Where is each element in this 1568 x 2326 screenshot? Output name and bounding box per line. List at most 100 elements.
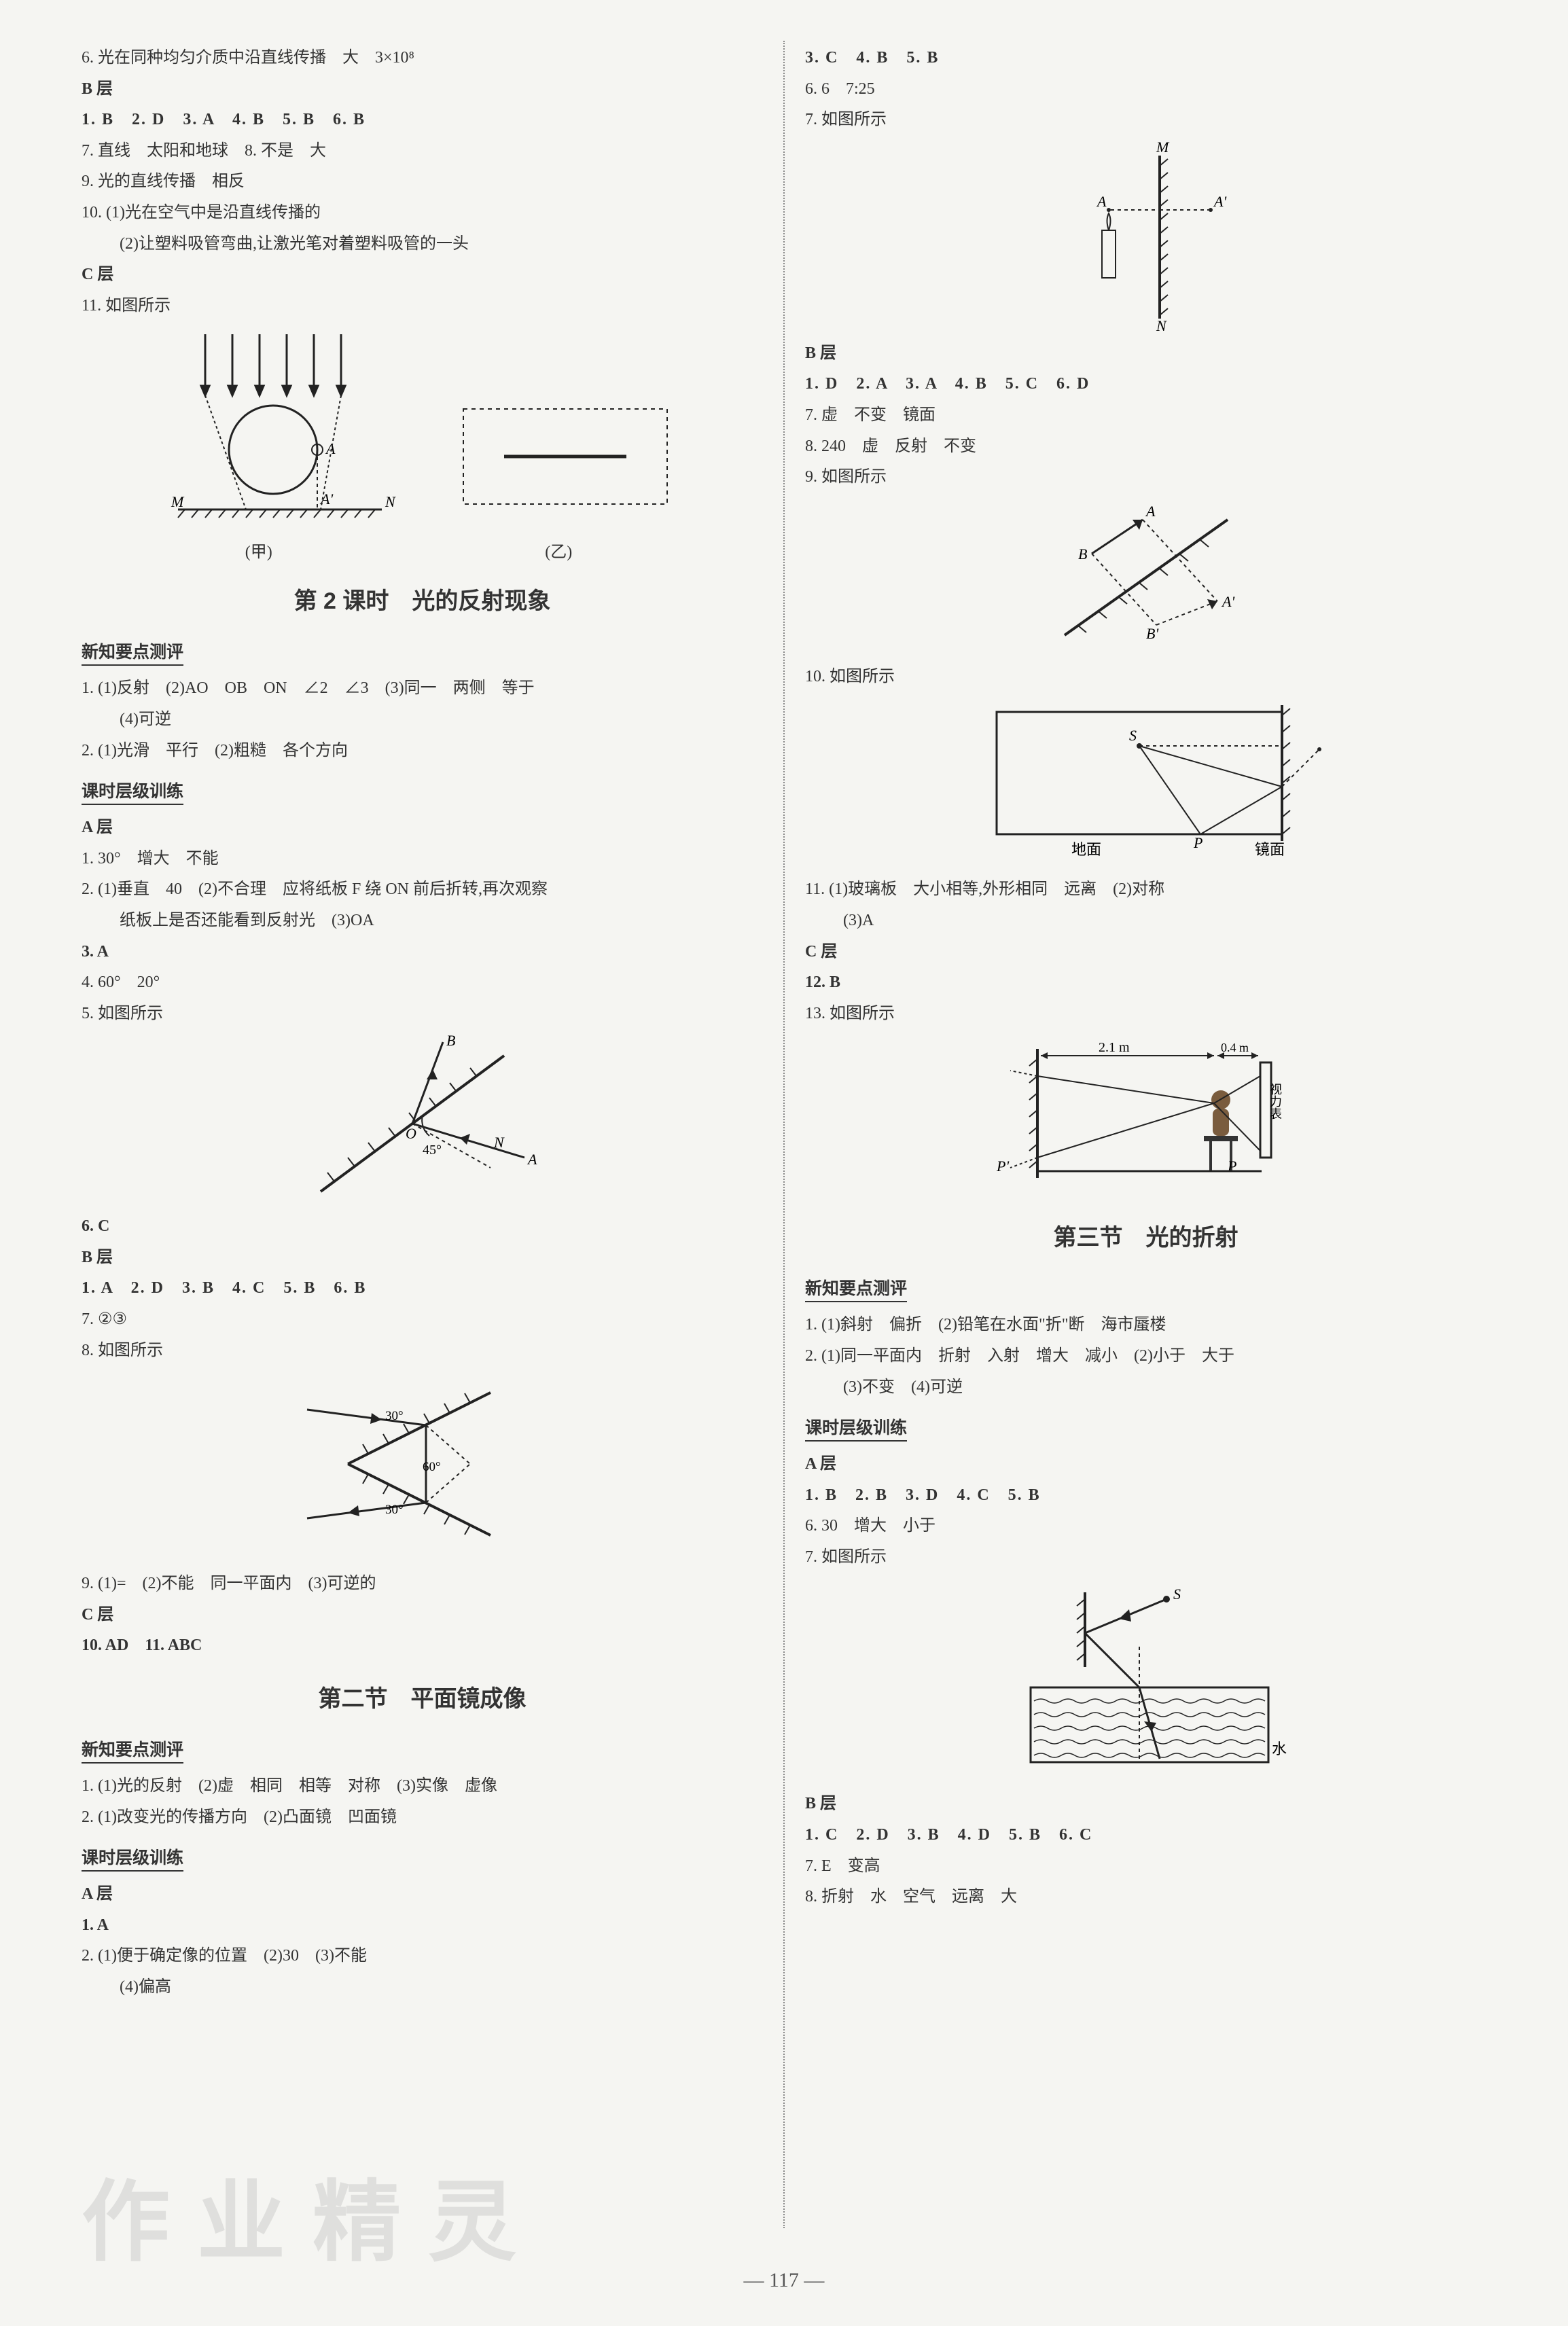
sub-header: 新知要点测评 (805, 1275, 907, 1302)
label-mirror: 镜面 (1255, 841, 1285, 858)
text-line: (3)不变 (4)可逆 (805, 1374, 1486, 1401)
text-line: 13. 如图所示 (805, 1001, 1486, 1028)
text-line: 6. 6 7:25 (805, 76, 1486, 103)
label-ground: 地面 (1071, 841, 1101, 858)
text-line: 1. A (82, 1912, 763, 1939)
sub-header: 课时层级训练 (82, 778, 183, 805)
svg-text:N: N (493, 1134, 505, 1151)
text-line: 1. C 2. D 3. B 4. D 5. B 6. C (805, 1822, 1486, 1849)
svg-text:B: B (446, 1035, 455, 1049)
text-line: 9. (1)= (2)不能 同一平面内 (3)可逆的 (82, 1571, 763, 1598)
sub-header: 新知要点测评 (82, 1736, 183, 1764)
svg-text:S: S (1129, 727, 1137, 744)
left-column: 6. 光在同种均匀介质中沿直线传播 大 3×10⁸ B 层 1. B 2. D … (82, 41, 783, 2228)
text-line: (2)让塑料吸管弯曲,让激光笔对着塑料吸管的一头 (82, 231, 763, 258)
text-line: 1. B 2. B 3. D 4. C 5. B (805, 1482, 1486, 1509)
figure-caption: (乙) (545, 538, 572, 562)
svg-text:A: A (1145, 503, 1156, 520)
svg-text:M: M (1156, 142, 1170, 156)
text-line: 8. 折射 水 空气 远离 大 (805, 1884, 1486, 1911)
svg-text:A: A (1096, 193, 1107, 210)
text-line: 2. (1)同一平面内 折射 入射 增大 减小 (2)小于 大于 (805, 1343, 1486, 1370)
svg-text:2.1 m: 2.1 m (1099, 1040, 1130, 1055)
layer-a-label: A 层 (805, 1451, 1486, 1478)
page-number: — 117 — (0, 2269, 1568, 2292)
text-line: 7. E 变高 (805, 1853, 1486, 1880)
svg-text:P: P (1193, 834, 1202, 851)
text-line: 9. 光的直线传播 相反 (82, 168, 763, 196)
layer-a-label: A 层 (82, 815, 763, 842)
svg-text:M: M (171, 493, 185, 510)
layer-b-label: B 层 (82, 1245, 763, 1272)
text-line: 1. (1)斜射 偏折 (2)铅笔在水面"折"断 海市蜃楼 (805, 1312, 1486, 1339)
svg-text:O: O (406, 1125, 416, 1142)
svg-text:N: N (385, 493, 396, 510)
text-line: 6. 光在同种均匀介质中沿直线传播 大 3×10⁸ (82, 45, 763, 72)
svg-text:B: B (1078, 545, 1087, 562)
figure-candle-mirror: M N A A' (805, 142, 1486, 332)
text-line: 10. 如图所示 (805, 664, 1486, 691)
layer-b-label: B 层 (805, 340, 1486, 368)
text-line: 2. (1)光滑 平行 (2)粗糙 各个方向 (82, 738, 763, 765)
text-line: 10. (1)光在空气中是沿直线传播的 (82, 200, 763, 227)
layer-b-label: B 层 (805, 1791, 1486, 1818)
text-line: 7. 直线 太阳和地球 8. 不是 大 (82, 138, 763, 165)
text-line: 1. B 2. D 3. A 4. B 5. B 6. B (82, 107, 763, 134)
section-title: 第三节 光的折射 (805, 1219, 1486, 1252)
svg-text:水: 水 (1272, 1740, 1287, 1757)
svg-text:A: A (527, 1151, 537, 1168)
text-line: 1. D 2. A 3. A 4. B 5. C 6. D (805, 371, 1486, 398)
text-line: 5. 如图所示 (82, 1001, 763, 1028)
figure-double-reflection: 30° 60° 30° (82, 1372, 763, 1562)
layer-a-label: A 层 (82, 1881, 763, 1908)
svg-text:N: N (1156, 317, 1167, 332)
svg-text:A': A' (1213, 193, 1226, 210)
svg-text:B': B' (1146, 625, 1158, 642)
figure-eye-chart: 2.1 m 0.4 m 视力表 P' (805, 1035, 1486, 1198)
text-line: (4)偏高 (82, 1974, 763, 2001)
figure-reflection-45: A B N O 45° (82, 1035, 763, 1205)
figure-caption: (甲) (245, 538, 272, 562)
text-line: 9. 如图所示 (805, 464, 1486, 491)
figure-mirror-image-ab: A B A' B' (805, 499, 1486, 656)
text-line: 11. (1)玻璃板 大小相等,外形相同 远离 (2)对称 (805, 876, 1486, 903)
layer-c-label: C 层 (82, 1602, 763, 1629)
sub-header: 新知要点测评 (82, 639, 183, 666)
text-line: 2. (1)垂直 40 (2)不合理 应将纸板 F 绕 ON 前后折转,再次观察 (82, 876, 763, 903)
text-line: 8. 如图所示 (82, 1338, 763, 1365)
sub-header: 课时层级训练 (82, 1844, 183, 1872)
svg-text:0.4 m: 0.4 m (1221, 1041, 1249, 1054)
section-title: 第二节 平面镜成像 (82, 1680, 763, 1713)
svg-text:P': P' (996, 1158, 1009, 1175)
text-line: 6. 30 增大 小于 (805, 1513, 1486, 1540)
text-line: 12. B (805, 969, 1486, 997)
section-title: 第 2 课时 光的反射现象 (82, 582, 763, 615)
sub-header: 课时层级训练 (805, 1414, 907, 1442)
svg-text:S: S (1173, 1586, 1181, 1603)
svg-text:A': A' (1221, 593, 1234, 610)
text-line: 1. A 2. D 3. B 4. C 5. B 6. B (82, 1275, 763, 1302)
text-line: 7. 如图所示 (805, 1544, 1486, 1571)
text-line: (4)可逆 (82, 706, 763, 734)
svg-text:视力表: 视力表 (1268, 1083, 1282, 1120)
text-line: 8. 240 虚 反射 不变 (805, 433, 1486, 461)
text-line: 7. 虚 不变 镜面 (805, 402, 1486, 429)
text-line: 7. ②③ (82, 1306, 763, 1334)
text-line: 1. 30° 增大 不能 (82, 846, 763, 873)
figure-ground-mirror: S S' P 地面 镜面 (805, 698, 1486, 868)
layer-b-label: B 层 (82, 76, 763, 103)
text-line: 2. (1)改变光的传播方向 (2)凸面镜 凹面镜 (82, 1804, 763, 1831)
svg-text:30°: 30° (385, 1503, 404, 1517)
text-line: 2. (1)便于确定像的位置 (2)30 (3)不能 (82, 1943, 763, 1970)
text-line: 4. 60° 20° (82, 969, 763, 997)
page-container: 6. 光在同种均匀介质中沿直线传播 大 3×10⁸ B 层 1. B 2. D … (82, 41, 1486, 2228)
right-column: 3. C 4. B 5. B 6. 6 7:25 7. 如图所示 M N (785, 41, 1486, 2228)
figure-shadow-diagram: A A' M N (82, 327, 763, 562)
svg-text:30°: 30° (385, 1409, 404, 1423)
text-line: (3)A (805, 908, 1486, 935)
text-line: 3. A (82, 939, 763, 966)
text-line: 1. (1)反射 (2)AO OB ON ∠2 ∠3 (3)同一 两侧 等于 (82, 675, 763, 702)
figure-refraction-water: S 水 (805, 1579, 1486, 1783)
text-line: 纸板上是否还能看到反射光 (3)OA (82, 908, 763, 935)
text-line: 1. (1)光的反射 (2)虚 相同 相等 对称 (3)实像 虚像 (82, 1773, 763, 1800)
